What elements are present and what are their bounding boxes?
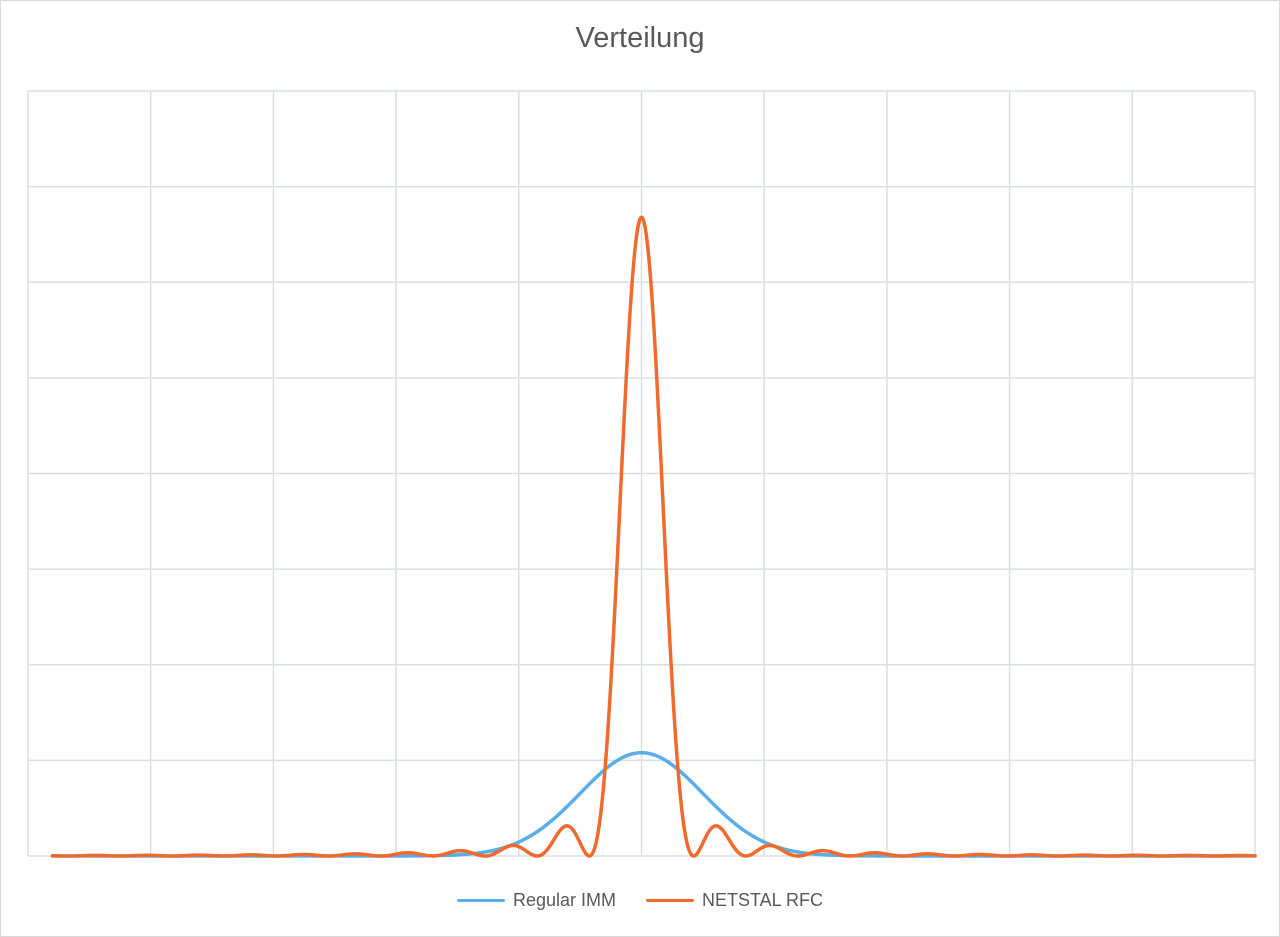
series-line-regular-imm [50,750,1257,858]
legend-swatch-netstal-rfc [646,899,694,902]
series-layer [50,215,1257,858]
legend: Regular IMM NETSTAL RFC [0,890,1280,911]
legend-swatch-regular-imm [456,899,505,902]
series-line-netstal-rfc [50,215,1257,858]
chart-title: Verteilung [575,22,705,54]
legend-label-regular-imm: Regular IMM [512,890,616,910]
legend-item-regular-imm: Regular IMM [456,890,616,911]
legend-label-netstal-rfc: NETSTAL RFC [702,890,824,910]
legend-item-netstal-rfc: NETSTAL RFC [646,890,823,911]
grid [27,90,1256,857]
